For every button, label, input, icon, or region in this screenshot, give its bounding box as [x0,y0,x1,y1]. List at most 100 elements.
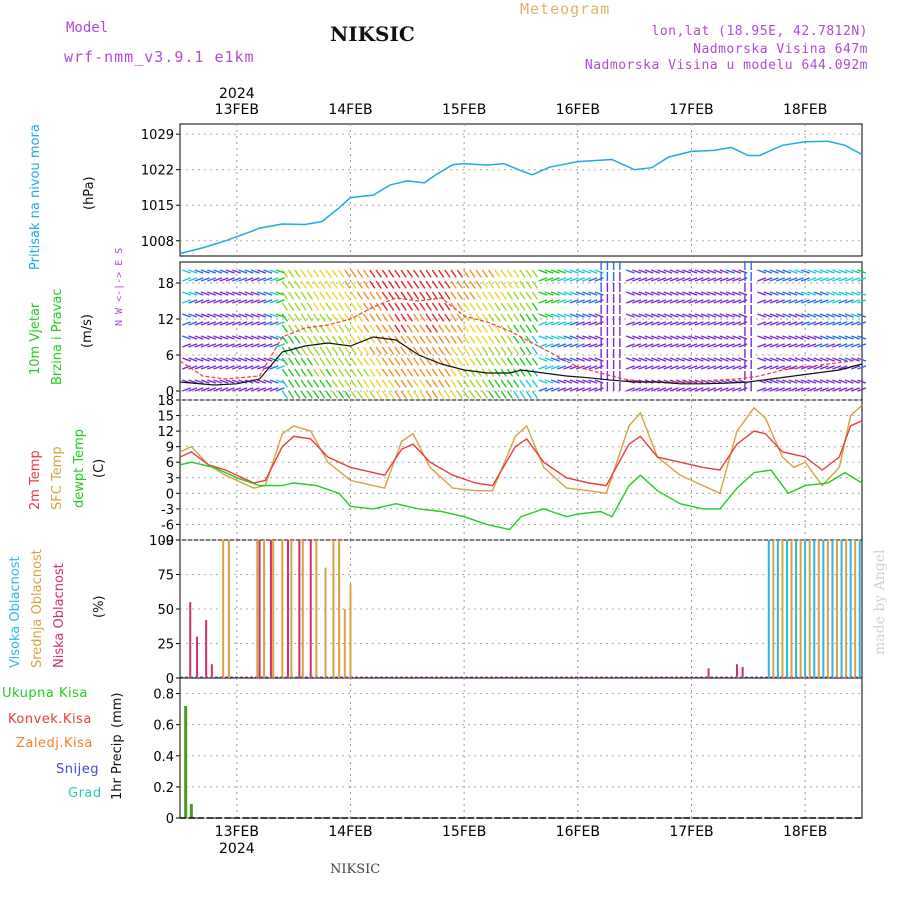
wind-barb [319,390,326,399]
wind-barb [463,291,470,300]
wind-barb [575,357,585,362]
wind-barb [394,324,401,333]
wind-barb [475,291,482,300]
wind-barb [431,368,439,377]
wind-barb [294,269,301,278]
wind-barb [700,357,710,362]
wind-barb [844,269,854,274]
wind-barb [538,379,548,384]
wind-barb [725,357,735,362]
wind-barb [506,390,514,399]
wind-barb [500,390,507,399]
wind-barb [244,291,254,296]
wind-barb [819,365,829,370]
wind-barb [775,387,785,392]
wind-barb [244,277,254,282]
wind-barb [213,357,223,362]
wind-barb [650,299,660,304]
wind-barb [425,291,432,300]
wind-barb [538,343,548,348]
wind-barb [250,335,260,340]
wind-barb [294,291,301,300]
wind-barb [488,302,495,311]
wind-barb [588,335,598,340]
wind-barb [269,299,279,304]
wind-barb [769,269,779,274]
wind-barb [513,379,520,388]
wind-barb [438,324,445,333]
wind-barb [669,269,679,274]
wind-barb [275,321,285,326]
wind-barb [275,379,285,384]
wind-barb [713,269,723,274]
wind-barb [713,335,723,340]
wind-barb [413,346,420,355]
wind-barb [675,387,685,392]
wind-barb [207,291,216,296]
wind-barb [425,357,432,366]
wind-barb [232,379,241,384]
wind-barb [719,365,729,370]
wind-barb [494,280,501,289]
wind-barb [544,313,554,318]
wind-barb [350,269,357,278]
wind-barb [819,269,829,274]
wind-barb [719,321,729,326]
wind-barb [469,269,476,278]
wind-barb [500,346,507,355]
wind-barb [813,335,823,340]
wind-barb [475,269,482,278]
wind-barb [850,387,860,392]
wind-barb [763,387,773,392]
wind-barb [531,302,539,311]
wind-barb [269,313,279,318]
wind-barb [538,291,548,296]
wind-barb [431,280,439,289]
panel-frame [179,677,863,819]
wind-barb [232,299,241,304]
wind-barb [188,313,198,318]
wind-barb [306,368,314,377]
wind-barb [394,280,401,289]
wind-barb [644,387,654,392]
wind-barb [263,269,273,274]
wind-barb [625,291,635,296]
wind-barb [538,321,548,326]
y-tick-label: 50 [157,603,174,618]
wind-barb [250,299,260,304]
wind-barb [563,357,573,362]
wind-barb [575,269,585,274]
wind-barb [300,368,307,377]
meteogram-label: Meteogram [520,0,611,18]
wind-barb [857,343,867,348]
wind-barb [800,343,810,348]
wind-barb [788,277,798,282]
wind-barb [463,313,470,322]
wind-barb [381,335,389,344]
wind-barb [638,343,648,348]
wind-barb [400,335,407,344]
wind-barb [625,343,635,348]
wind-barb [375,291,382,300]
wind-barb [350,280,357,289]
wind-barb [625,365,635,370]
wind-barb [207,321,216,326]
wind-barb [375,346,382,355]
wind-barb [625,335,635,340]
wind-barb [732,321,742,326]
wind-barb [725,365,735,370]
wind-barb [287,346,295,355]
wind-barb [456,335,464,344]
wind-barb [575,379,585,384]
wind-barb [682,387,692,392]
wind-barb [544,269,554,274]
y-tick-label: 1015 [141,199,174,214]
wind-barb [369,357,376,366]
wind-barb [456,368,464,377]
wind-barb [657,387,667,392]
wind-barb [588,277,598,282]
wind-barb [550,313,560,318]
wind-barb [319,335,326,344]
wind-barb [557,379,567,384]
wind-barb [769,321,779,326]
